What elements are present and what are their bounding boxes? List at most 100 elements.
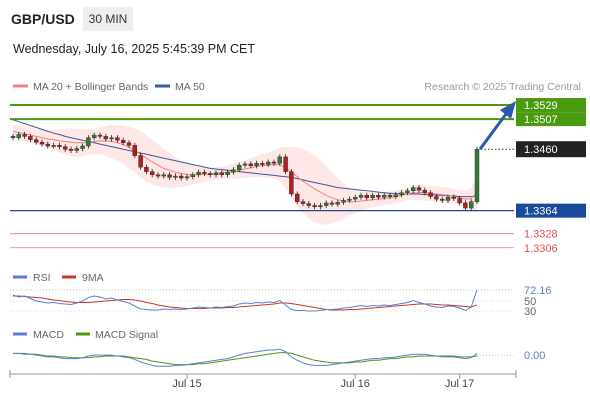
candle-body [463,202,468,209]
candle-body [399,192,404,195]
resistance-label: 1.3507 [524,114,558,126]
candle-body [51,145,56,147]
macd-line [13,348,478,367]
time-axis-label: Jul 15 [172,378,201,390]
candle-body [451,196,456,199]
candle-body [22,134,27,137]
candle-body [109,137,114,140]
rsi-line [12,289,478,312]
support-label: 1.3364 [524,206,558,218]
candle-body [434,196,439,200]
candle-body [103,136,109,140]
current-price-box [516,141,586,158]
candle-body [277,156,282,164]
candle-body [16,134,21,138]
macd-legend-label: MACD [33,329,64,341]
time-axis-label: Jul 17 [445,378,474,390]
candle-body [97,134,103,137]
candle-body [184,176,190,179]
candle-body [271,161,277,164]
candle-body [91,134,97,138]
credit-label: Research © 2025 Trading Central [424,81,581,93]
candle-body [155,174,161,177]
target-label: 1.3306 [524,243,558,255]
current-price-label: 1.3460 [524,144,558,156]
projection-arrow [478,113,508,151]
candle-body [254,163,259,167]
candle-body [126,142,132,146]
candle-body [144,166,149,172]
candle-body [318,205,323,208]
interval-badge[interactable] [83,7,133,31]
rsi-level-label: 30 [524,306,536,318]
datetime-label: Wednesday, July 16, 2025 5:45:39 PM CET [13,42,255,56]
candle-body [370,195,375,199]
candle-body [57,145,62,147]
interval-label: 30 MIN [89,12,128,26]
candle-body [428,192,433,197]
candle-body [300,201,306,204]
candle-body [63,146,68,150]
ma20-legend-label: MA 20 + Bollinger Bands [33,81,148,93]
candle-body [295,193,300,202]
candle-body [283,156,288,172]
candle-body [358,195,364,198]
candle-body [312,205,317,208]
macd-signal-line [13,352,478,366]
resistance-label-box [516,98,586,113]
candle-body [266,161,271,165]
candle-body [353,196,358,200]
candle-body [196,172,201,176]
candle-body [190,174,196,177]
symbol-label: GBP/USD [11,11,75,27]
candle-body [405,190,410,193]
candle-body [132,145,138,156]
time-axis-label: Jul 16 [341,378,370,390]
projection-arrow-head [500,101,516,120]
candle-body [173,175,178,178]
candle-body [219,172,225,176]
candle-body [248,163,254,167]
support-label-box [516,203,586,218]
ma50-legend-label: MA 50 [175,81,205,93]
candle-body [376,195,381,198]
rsi-ma-legend-label: 9MA [82,272,104,284]
candle-body [289,171,294,195]
macd-signal-legend-label: MACD Signal [95,329,158,341]
candle-body [382,195,387,198]
rsi-ma-line [13,295,478,311]
target-label: 1.3328 [524,229,558,241]
rsi-legend-label: RSI [33,272,51,284]
candle-body [335,202,340,205]
candle-body [10,136,16,138]
candle-body [45,143,50,147]
candle-body [74,148,80,151]
resistance-label-box [516,112,586,127]
candle-body [207,173,213,176]
candle-body [364,195,369,199]
candle-body [411,187,416,192]
candle-body [120,140,126,144]
rsi-level-label: 72.16 [524,285,552,297]
macd-level-label: 0.00 [524,350,545,362]
candle-body [260,163,265,165]
candle-body [236,164,242,170]
candle-body [161,174,167,177]
candle-body [167,174,172,178]
candle-body [242,163,248,166]
candle-body [80,145,85,149]
candle-body [457,198,462,204]
candle-body [115,137,120,141]
candle-body [202,172,207,174]
candle-body [387,195,393,197]
candle-body [231,169,236,173]
candle-body [225,172,230,176]
candle-body [324,202,329,206]
candle-body [393,194,398,197]
candle-body [416,187,422,191]
candle-body [86,137,91,147]
candle-body [306,203,311,206]
rsi-level-label: 50 [524,296,536,308]
candle-body [39,141,45,145]
